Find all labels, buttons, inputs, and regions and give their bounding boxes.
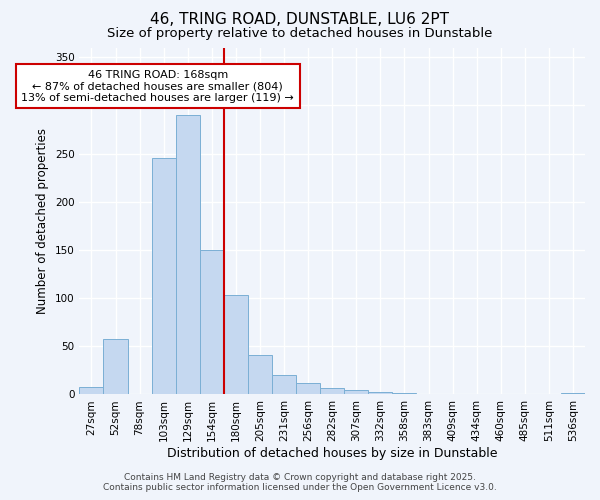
Bar [176,115,200,394]
Bar [320,388,344,394]
Y-axis label: Number of detached properties: Number of detached properties [36,128,49,314]
Bar [296,383,320,394]
Bar [224,295,248,394]
Bar [79,386,103,394]
Text: Size of property relative to detached houses in Dunstable: Size of property relative to detached ho… [107,28,493,40]
Bar [152,158,176,394]
Bar [392,392,416,394]
Text: 46, TRING ROAD, DUNSTABLE, LU6 2PT: 46, TRING ROAD, DUNSTABLE, LU6 2PT [151,12,449,28]
Text: 46 TRING ROAD: 168sqm
← 87% of detached houses are smaller (804)
13% of semi-det: 46 TRING ROAD: 168sqm ← 87% of detached … [21,70,294,103]
Bar [272,375,296,394]
Bar [561,392,585,394]
Text: Contains HM Land Registry data © Crown copyright and database right 2025.
Contai: Contains HM Land Registry data © Crown c… [103,473,497,492]
X-axis label: Distribution of detached houses by size in Dunstable: Distribution of detached houses by size … [167,447,497,460]
Bar [368,392,392,394]
Bar [248,355,272,395]
Bar [200,250,224,394]
Bar [344,390,368,394]
Bar [103,338,128,394]
